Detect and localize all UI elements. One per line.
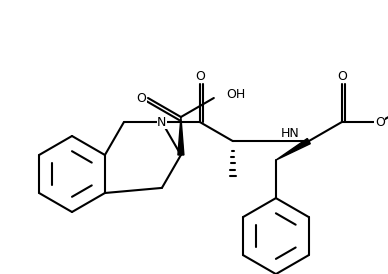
Text: HN: HN xyxy=(281,127,300,139)
Text: N: N xyxy=(157,116,166,129)
Text: O: O xyxy=(375,116,385,129)
Text: OH: OH xyxy=(226,89,245,101)
Text: O: O xyxy=(195,70,205,82)
Polygon shape xyxy=(276,138,310,160)
Text: O: O xyxy=(337,70,346,82)
Text: O: O xyxy=(136,92,146,104)
Polygon shape xyxy=(178,117,184,155)
